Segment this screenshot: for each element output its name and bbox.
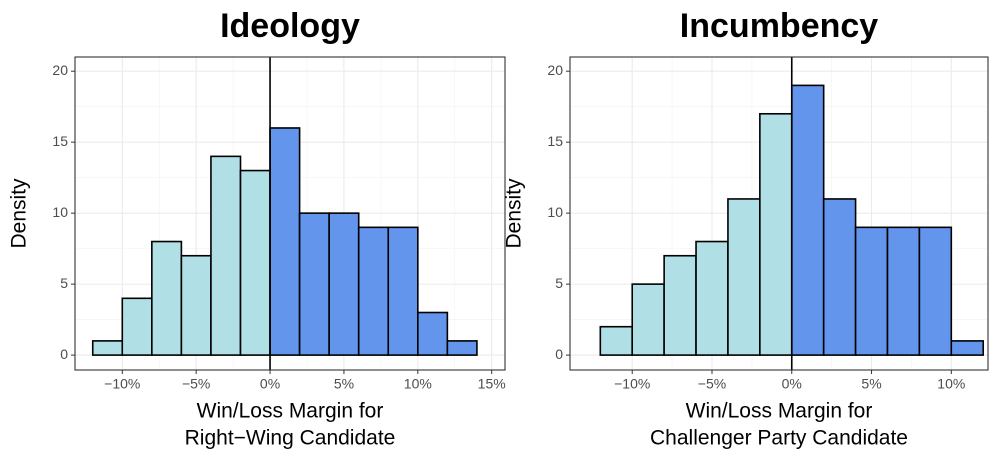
bar: [328, 212, 360, 356]
bar: [446, 340, 478, 356]
y-tick-label: 20: [52, 62, 68, 78]
bar: [695, 240, 729, 356]
bar: [599, 325, 634, 356]
x-axis-label: Win/Loss Margin for: [197, 400, 384, 423]
bar: [121, 297, 153, 356]
y-tick-label: 15: [52, 133, 68, 149]
y-axis-label: Density: [503, 178, 526, 249]
bar: [663, 254, 697, 356]
bar: [210, 155, 242, 356]
y-tick-label: 5: [60, 275, 68, 291]
bar: [91, 340, 124, 356]
x-tick-label: −10%: [104, 376, 140, 392]
bar: [631, 283, 665, 356]
plot-border: [74, 56, 506, 371]
y-tick-label: 20: [547, 62, 563, 78]
bar: [151, 240, 183, 356]
x-tick-label: 0%: [260, 376, 280, 392]
y-tick-label: 10: [547, 204, 563, 220]
bar: [790, 84, 825, 356]
bar: [387, 226, 419, 356]
x-tick-label: 5%: [861, 376, 881, 392]
bar: [180, 254, 212, 356]
bar: [854, 226, 889, 356]
y-axis-label: Density: [8, 178, 31, 249]
x-tick-label: −5%: [698, 376, 726, 392]
y-tick-label: 15: [547, 133, 563, 149]
x-tick-label: −10%: [614, 376, 650, 392]
bar: [822, 198, 857, 356]
y-tick-label: 0: [60, 346, 68, 362]
x-axis-label: Right−Wing Candidate: [185, 427, 396, 450]
x-tick-label: 10%: [404, 376, 432, 392]
chart-title: Ideology: [220, 7, 360, 45]
x-tick-label: −5%: [182, 376, 210, 392]
y-tick-label: 5: [555, 275, 563, 291]
x-tick-label: 5%: [334, 376, 354, 392]
chart-title: Incumbency: [680, 7, 878, 45]
x-tick-label: 0%: [782, 376, 802, 392]
bar: [357, 226, 390, 356]
bar: [298, 212, 330, 356]
bar: [918, 226, 953, 356]
bar: [759, 112, 793, 356]
y-tick-label: 10: [52, 204, 68, 220]
bar: [239, 169, 271, 356]
plot-border: [569, 56, 989, 371]
x-tick-label: 15%: [478, 376, 506, 392]
bar: [269, 127, 301, 356]
x-axis-label: Win/Loss Margin for: [686, 400, 873, 423]
bar: [886, 226, 921, 356]
bar: [417, 311, 449, 356]
x-axis-label: Challenger Party Candidate: [650, 427, 908, 450]
x-tick-label: 10%: [937, 376, 965, 392]
bar: [727, 198, 761, 356]
bar: [950, 340, 985, 356]
y-tick-label: 0: [555, 346, 563, 362]
